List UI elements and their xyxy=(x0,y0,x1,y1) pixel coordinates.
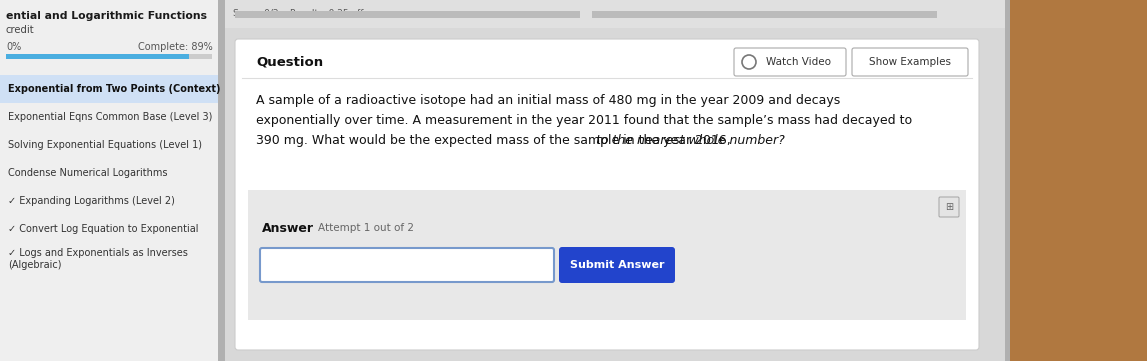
FancyBboxPatch shape xyxy=(852,48,968,76)
Bar xyxy=(0,0,218,361)
FancyBboxPatch shape xyxy=(734,48,846,76)
Text: to the nearest whole number?: to the nearest whole number? xyxy=(595,134,785,147)
Text: Score: 0/2    Penalty: 0.25 off: Score: 0/2 Penalty: 0.25 off xyxy=(233,9,364,18)
FancyBboxPatch shape xyxy=(939,197,959,217)
Text: 390 mg. What would be the expected mass of the sample in the year 2016,: 390 mg. What would be the expected mass … xyxy=(256,134,735,147)
Text: ⊞: ⊞ xyxy=(945,202,953,212)
Text: Question: Question xyxy=(256,56,323,69)
Text: Solving Exponential Equations (Level 1): Solving Exponential Equations (Level 1) xyxy=(8,140,202,150)
FancyBboxPatch shape xyxy=(260,248,554,282)
Bar xyxy=(225,0,1005,28)
Text: Exponential from Two Points (Context): Exponential from Two Points (Context) xyxy=(8,84,220,94)
Text: Attempt 1 out of 2: Attempt 1 out of 2 xyxy=(318,223,414,233)
Text: Answer: Answer xyxy=(262,222,314,235)
Text: exponentially over time. A measurement in the year 2011 found that the sample’s : exponentially over time. A measurement i… xyxy=(256,114,912,127)
Bar xyxy=(592,10,937,17)
Bar xyxy=(1011,0,1147,361)
Text: (Algebraic): (Algebraic) xyxy=(8,260,62,270)
Text: ential and Logarithmic Functions: ential and Logarithmic Functions xyxy=(6,11,206,21)
Bar xyxy=(6,54,212,59)
Text: Condense Numerical Logarithms: Condense Numerical Logarithms xyxy=(8,168,167,178)
FancyBboxPatch shape xyxy=(235,39,980,350)
Bar xyxy=(6,54,189,59)
Text: Complete: 89%: Complete: 89% xyxy=(139,42,213,52)
Bar xyxy=(225,0,1005,361)
Text: 0%: 0% xyxy=(6,42,22,52)
Bar xyxy=(0,75,218,103)
Text: Watch Video: Watch Video xyxy=(765,57,830,67)
Text: ✓ Logs and Exponentials as Inverses: ✓ Logs and Exponentials as Inverses xyxy=(8,248,188,258)
Bar xyxy=(235,10,580,17)
Text: ✓ Convert Log Equation to Exponential: ✓ Convert Log Equation to Exponential xyxy=(8,224,198,234)
Text: ✓ Expanding Logarithms (Level 2): ✓ Expanding Logarithms (Level 2) xyxy=(8,196,174,206)
Text: A sample of a radioactive isotope had an initial mass of 480 mg in the year 2009: A sample of a radioactive isotope had an… xyxy=(256,94,841,107)
FancyBboxPatch shape xyxy=(559,247,674,283)
Text: Submit Answer: Submit Answer xyxy=(570,260,664,270)
Text: Show Examples: Show Examples xyxy=(869,57,951,67)
Bar xyxy=(248,190,966,320)
Text: Exponential Eqns Common Base (Level 3): Exponential Eqns Common Base (Level 3) xyxy=(8,112,212,122)
Text: credit: credit xyxy=(6,25,34,35)
